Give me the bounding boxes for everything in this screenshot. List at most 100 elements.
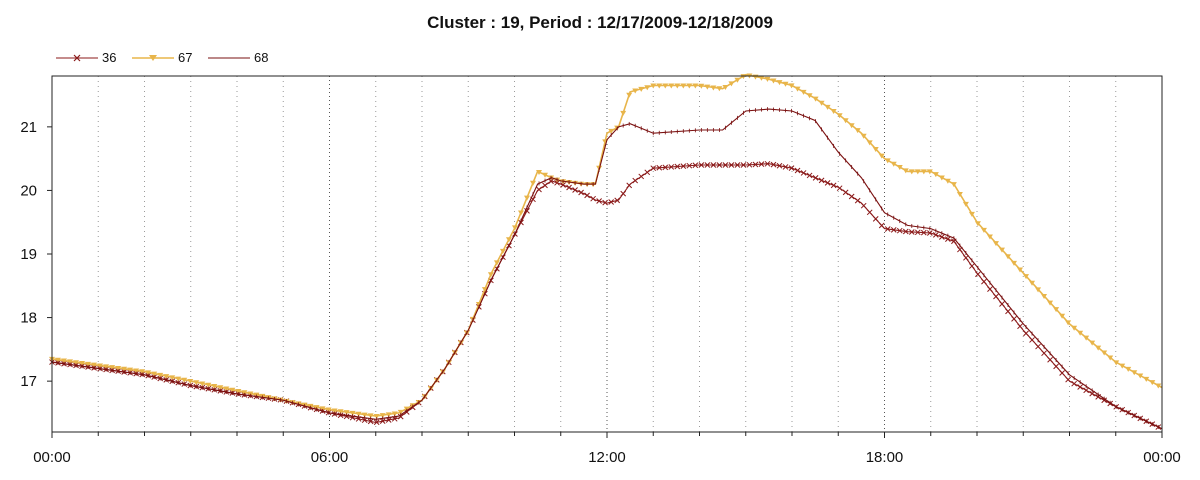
data-point — [848, 123, 855, 129]
data-point — [944, 178, 951, 184]
data-point — [1119, 363, 1126, 369]
data-point — [932, 231, 939, 238]
data-point — [722, 85, 729, 91]
data-point — [698, 83, 705, 89]
data-point — [788, 83, 795, 89]
y-tick-label: 21 — [20, 119, 37, 136]
data-point — [986, 234, 993, 240]
data-point — [1107, 355, 1114, 361]
data-point — [932, 172, 939, 178]
data-point — [734, 162, 741, 168]
data-point — [854, 128, 861, 134]
data-point — [902, 168, 909, 174]
data-point — [692, 162, 699, 169]
data-point — [878, 222, 885, 229]
data-point — [794, 86, 801, 92]
y-tick-label: 18 — [20, 310, 37, 327]
data-point — [1059, 313, 1066, 319]
data-point — [367, 413, 374, 419]
data-point — [1131, 370, 1138, 376]
data-point — [836, 113, 843, 119]
data-point — [151, 371, 158, 377]
data-point — [620, 190, 627, 197]
data-point — [716, 162, 723, 168]
data-point — [945, 236, 951, 242]
data-point — [1029, 337, 1035, 343]
data-point — [217, 385, 224, 391]
data-point — [325, 407, 332, 413]
data-point — [812, 96, 819, 102]
data-point — [962, 201, 969, 207]
legend-swatch-68 — [208, 57, 250, 59]
series-67 — [49, 73, 1163, 419]
data-point — [73, 360, 80, 366]
series-68 — [51, 107, 1163, 430]
data-point — [608, 128, 615, 134]
data-point — [1065, 376, 1071, 383]
data-point — [1053, 363, 1059, 370]
data-point — [812, 175, 819, 181]
data-point — [385, 412, 392, 418]
data-point — [975, 271, 981, 278]
data-point — [55, 357, 62, 363]
data-point — [920, 169, 927, 175]
data-point — [229, 387, 236, 393]
data-point — [1149, 380, 1156, 386]
data-point — [896, 165, 903, 171]
data-point — [367, 418, 374, 425]
data-point — [127, 367, 134, 373]
data-point — [782, 164, 789, 170]
data-point — [590, 195, 596, 202]
data-point — [1071, 380, 1077, 387]
data-point — [698, 162, 705, 168]
data-point — [728, 162, 735, 168]
data-point — [67, 359, 74, 365]
series-36 — [49, 160, 1163, 430]
data-point — [662, 83, 669, 89]
data-point — [187, 379, 194, 385]
legend-label-67: 67 — [178, 50, 193, 65]
data-point — [1017, 323, 1023, 330]
data-point — [1041, 293, 1048, 299]
data-point — [716, 86, 723, 92]
data-point — [638, 86, 645, 92]
data-point — [163, 374, 170, 380]
data-point — [566, 184, 572, 191]
data-point — [938, 234, 945, 240]
y-tick-label: 19 — [20, 246, 37, 263]
data-point — [734, 77, 741, 83]
data-point — [524, 208, 530, 214]
data-point — [981, 278, 987, 285]
data-point — [614, 197, 621, 204]
data-point — [175, 376, 182, 382]
data-point — [1077, 384, 1083, 390]
data-point — [493, 260, 500, 266]
data-point — [758, 161, 765, 167]
data-point — [626, 92, 633, 98]
data-point — [337, 409, 344, 415]
x-tick-label: 12:00 — [588, 449, 626, 466]
data-point — [969, 263, 975, 269]
data-point — [824, 104, 831, 110]
data-point — [998, 247, 1005, 253]
data-point — [968, 211, 975, 217]
data-point — [548, 178, 554, 185]
data-point — [860, 133, 867, 139]
data-point — [800, 170, 807, 176]
data-point — [1083, 335, 1090, 341]
data-point — [854, 197, 861, 204]
data-point — [596, 198, 602, 204]
data-point — [139, 369, 146, 375]
data-point — [644, 85, 651, 91]
data-point — [902, 228, 909, 235]
data-point — [980, 227, 987, 233]
data-point — [385, 417, 392, 423]
data-point — [884, 158, 891, 164]
data-point — [644, 169, 651, 176]
data-point — [860, 202, 867, 209]
data-point — [824, 180, 831, 186]
data-point — [740, 162, 747, 168]
data-point — [373, 413, 380, 419]
data-point — [950, 182, 957, 188]
